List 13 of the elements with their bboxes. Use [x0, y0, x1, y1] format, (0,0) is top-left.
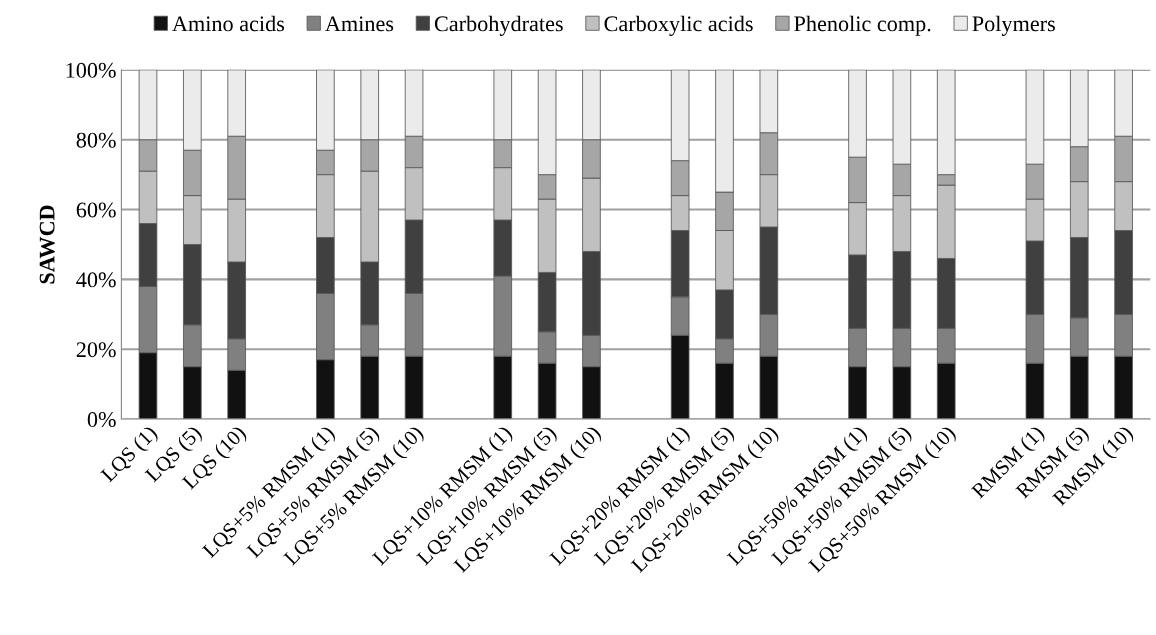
y-tick-label: 0% — [87, 412, 116, 428]
legend-label: Amino acids — [172, 15, 285, 32]
legend-label: Polymers — [972, 15, 1055, 36]
y-tick-label: 100% — [66, 62, 116, 78]
legend-label: Carbohydrates — [434, 15, 563, 36]
legend-label: Phenolic comp. — [794, 15, 931, 36]
legend-label: Carboxylic acids — [604, 15, 753, 36]
y-tick-label: 80% — [76, 132, 116, 148]
y-tick-label: 20% — [76, 342, 116, 358]
y-tick-label: 40% — [76, 272, 116, 288]
legend-label: Amines — [325, 16, 394, 32]
y-axis-title: SAWCD — [39, 205, 55, 284]
y-tick-label: 60% — [76, 202, 116, 218]
